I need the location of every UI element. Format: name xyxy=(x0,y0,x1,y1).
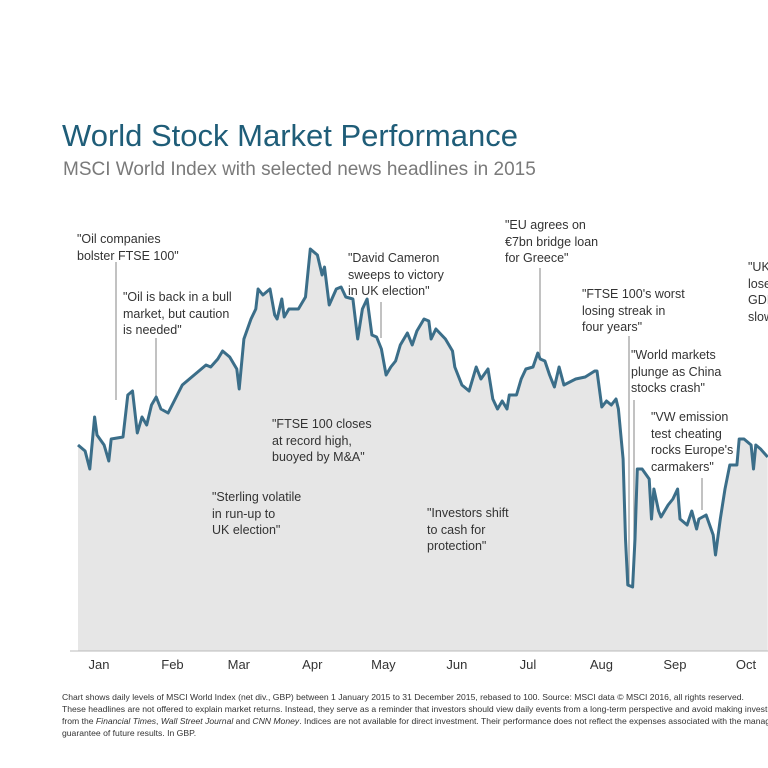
x-tick-label: Feb xyxy=(161,657,183,672)
x-tick-label: Jan xyxy=(89,657,110,672)
footnote-text: , xyxy=(156,716,161,726)
footnote-text: . Indices are not available for direct i… xyxy=(299,716,768,726)
x-tick-label: May xyxy=(371,657,396,672)
x-tick-label: Sep xyxy=(663,657,686,672)
headline-annotation: "FTSE 100's worst losing streak in four … xyxy=(582,287,685,334)
footnote: Chart shows daily levels of MSCI World I… xyxy=(62,691,768,739)
headline-annotation: "Sterling volatile in run-up to UK elect… xyxy=(212,490,302,537)
footnote-line-3: from the Financial Times, Wall Street Jo… xyxy=(62,715,768,727)
footnote-text: and xyxy=(233,716,253,726)
headline-annotation: "FTSE 100 closes at record high, buoyed … xyxy=(272,417,372,464)
chart-title: World Stock Market Performance xyxy=(62,118,518,153)
x-tick-label: Apr xyxy=(302,657,323,672)
headline-annotation: "Oil companies bolster FTSE 100" xyxy=(77,232,179,263)
footnote-line-2: These headlines are not offered to expla… xyxy=(62,704,768,714)
x-tick-label: Mar xyxy=(228,657,251,672)
index-area xyxy=(78,249,768,651)
source-cnn: CNN Money xyxy=(252,716,300,726)
headline-annotation: "Oil is back in a bull market, but cauti… xyxy=(123,290,232,337)
x-tick-label: Jul xyxy=(520,657,537,672)
x-tick-label: Oct xyxy=(736,657,757,672)
x-tick-label: Jun xyxy=(446,657,467,672)
headline-annotation: "VW emission test cheating rocks Europe'… xyxy=(651,410,734,474)
footnote-line-4: guarantee of future results. In GBP. xyxy=(62,728,197,738)
footnote-line-1: Chart shows daily levels of MSCI World I… xyxy=(62,692,744,702)
headline-annotation: "EU agrees on €7bn bridge loan for Greec… xyxy=(505,218,599,265)
headline-annotation: "David Cameron sweeps to victory in UK e… xyxy=(348,251,444,298)
index-line xyxy=(77,247,768,589)
chart-subtitle: MSCI World Index with selected news head… xyxy=(63,159,536,180)
source-ft: Financial Times xyxy=(95,716,157,726)
headline-annotation: "UK lose GDI slow xyxy=(748,260,768,324)
x-tick-label: Aug xyxy=(590,657,613,672)
source-wsj: Wall Street Journal xyxy=(160,716,234,726)
footnote-text: from the xyxy=(62,716,96,726)
headline-annotation: "Investors shift to cash for protection" xyxy=(427,506,509,553)
headline-annotation: "World markets plunge as China stocks cr… xyxy=(631,348,722,395)
